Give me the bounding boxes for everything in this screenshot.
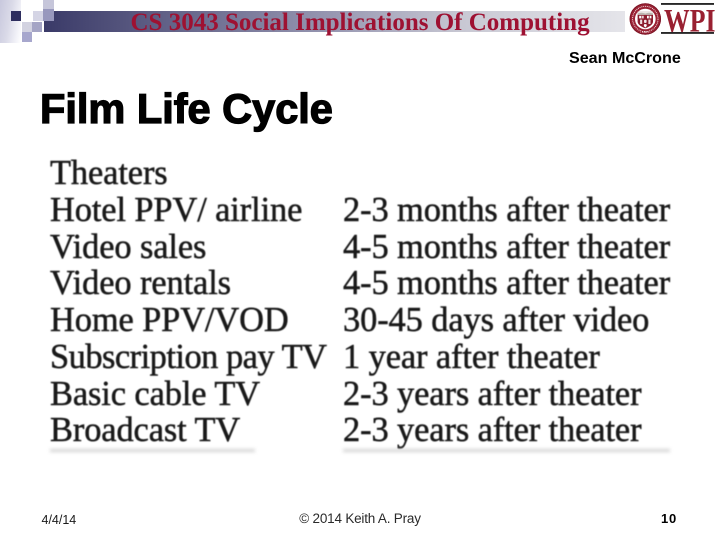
svg-text:WPI: WPI [664,4,715,40]
svg-text:- 1865 -: - 1865 - [640,30,651,34]
